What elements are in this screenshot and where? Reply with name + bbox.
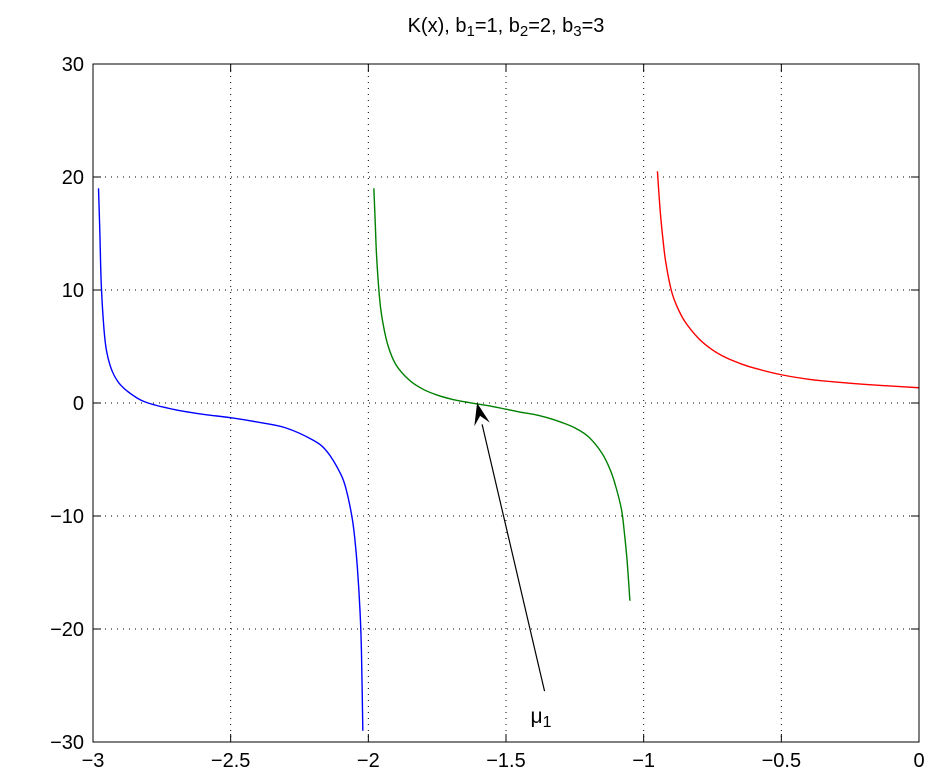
y-tick-label: −20 [50, 619, 84, 641]
y-tick-label: 30 [62, 54, 84, 76]
annotation-arrow-head [474, 403, 490, 427]
y-tick-label: 0 [73, 393, 84, 415]
grid [93, 64, 919, 742]
annotation-group: μ1 [474, 403, 552, 731]
x-tick-label: −2 [357, 750, 380, 772]
y-tick-label: −30 [50, 732, 84, 754]
series-line-1 [97, 188, 364, 731]
y-tick-label: 20 [62, 167, 84, 189]
axis-ticks: −3 −2.5 −2 −1.5 −1 −0.5 0 −30 −20 −10 0 10 20 30 [50, 54, 925, 772]
chart-title: K(x), b1=1, b2=2, b3=3 [408, 15, 605, 40]
series-group [97, 171, 920, 731]
annotation-arrow-shaft [481, 424, 546, 692]
x-tick-label: −1.5 [486, 750, 525, 772]
x-tick-label: −2.5 [211, 750, 250, 772]
series-line-2 [373, 188, 631, 601]
x-tick-label: −3 [82, 750, 105, 772]
x-tick-label: −0.5 [762, 750, 801, 772]
y-tick-label: −10 [50, 506, 84, 528]
annotation-label: μ1 [531, 705, 552, 731]
x-tick-label: 0 [913, 750, 924, 772]
x-tick-label: −1 [632, 750, 655, 772]
series-line-3 [656, 171, 920, 389]
y-tick-label: 10 [62, 280, 84, 302]
